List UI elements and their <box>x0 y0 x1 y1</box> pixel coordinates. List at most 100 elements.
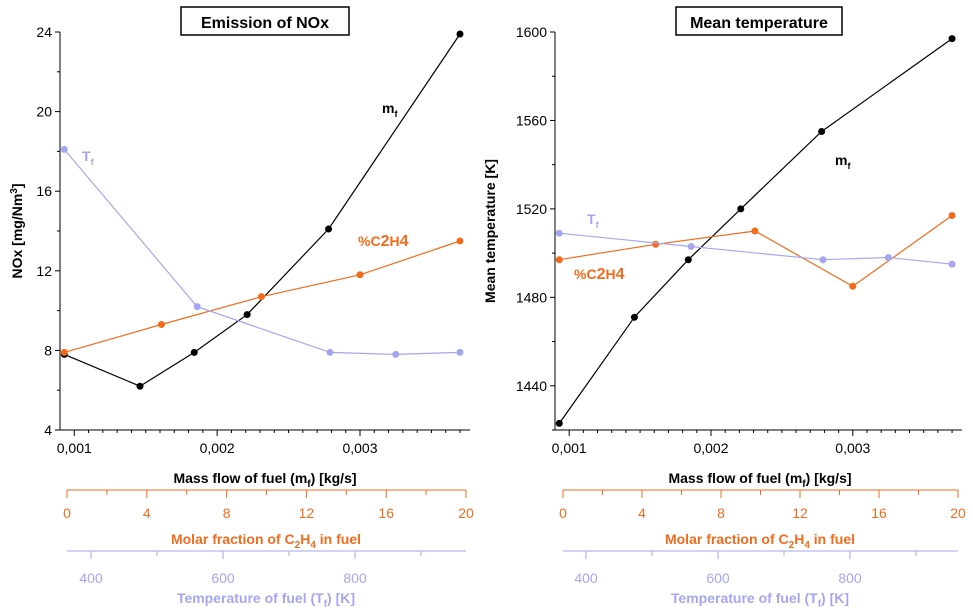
data-point-%C2H4 <box>157 321 165 329</box>
data-point-mf <box>684 256 692 264</box>
data-point-%C2H4 <box>456 237 464 245</box>
c2h4-tick-label: 12 <box>792 505 808 521</box>
c2h4-tick-label: 0 <box>63 505 71 521</box>
c2h4-tick-label: 4 <box>638 505 646 521</box>
series-line-Tf <box>63 149 461 356</box>
series-label-%C2H4: %C2H4 <box>358 233 409 250</box>
data-point-mf <box>948 35 956 43</box>
y-tick-label: 12 <box>36 263 52 279</box>
tf-tick-label: 400 <box>574 570 598 586</box>
data-point-mf <box>325 225 333 233</box>
tf-tick-label: 600 <box>211 570 235 586</box>
tf-tick-label: 800 <box>838 570 862 586</box>
data-point-%C2H4 <box>652 240 660 248</box>
data-point-Tf <box>555 229 563 237</box>
data-point-Tf <box>948 260 956 268</box>
c2h4-tick-label: 20 <box>950 505 966 521</box>
tf-axis-left: 400 600 800 <box>67 550 466 586</box>
x-tick-label: 0,003 <box>342 440 377 456</box>
series-line-mf <box>64 33 461 387</box>
x-axis-label-c2h4: Molar fraction of C2H4 in fuel <box>171 531 361 551</box>
y-axis-label-main: NOx [mg/Nm <box>9 194 25 279</box>
c2h4-tick-label: 0 <box>559 505 567 521</box>
chart-title: Emission of NOx <box>201 15 329 32</box>
x-axis-label-tf: Temperature of fuel (Tf) [K] <box>671 590 849 609</box>
series-line-Tf <box>559 232 953 265</box>
tf-tick-label: 600 <box>706 570 730 586</box>
chart-title-box <box>180 6 350 36</box>
tf-tick-label: 400 <box>79 570 103 586</box>
c2h4-axis-right: 0 4 8 12 16 20 <box>559 489 966 521</box>
c2h4-tick-label: 8 <box>223 505 231 521</box>
x-tick-label: 0,003 <box>835 440 870 456</box>
x-axis-label-tf: Temperature of fuel (Tf) [K] <box>177 590 355 609</box>
plot-area-temperature: 1440 1480 1520 1560 1600 0,001 0,002 0,003 mf %C2… <box>516 24 962 456</box>
data-point-mf <box>818 128 826 135</box>
y-axis-label-sup: 3 <box>9 188 20 194</box>
c2h4-tick-label: 16 <box>871 505 887 521</box>
x-axis-label-mf: Mass flow of fuel (mf) [kg/s] <box>668 470 851 490</box>
y-tick-label: 16 <box>36 183 52 199</box>
c2h4-tick-label: 20 <box>458 505 474 521</box>
c2h4-tick-label: 8 <box>717 505 725 521</box>
x-tick-label: 0,002 <box>200 440 235 456</box>
series-label-%C2H4: %C2H4 <box>574 266 625 283</box>
y-tick-label: 20 <box>36 104 52 120</box>
series-label-Tf: Tf <box>587 211 600 230</box>
series-label-mf: mf <box>382 100 398 119</box>
data-point-Tf <box>456 348 464 356</box>
data-point-Tf <box>819 256 827 264</box>
data-point-mf <box>190 348 198 356</box>
series-line-mf <box>558 38 953 424</box>
data-point-Tf <box>60 145 68 153</box>
data-point-mf <box>456 30 464 38</box>
y-tick-label: 1480 <box>516 289 547 305</box>
chart-temperature: Mean temperature 1440 1480 1520 1560 1600 0,0… <box>482 6 966 610</box>
data-point-%C2H4 <box>849 282 857 290</box>
y-axis-label-temperature: Mean temperature [K] <box>482 159 498 303</box>
y-tick-label: 4 <box>44 422 52 438</box>
x-axis-label-c2h4: Molar fraction of C2H4 in fuel <box>665 531 855 551</box>
data-point-mf <box>136 382 144 390</box>
series-label-Tf: Tf <box>82 148 95 167</box>
data-point-mf <box>555 419 563 427</box>
c2h4-tick-label: 12 <box>299 505 315 521</box>
y-tick-label: 1440 <box>516 378 547 394</box>
data-point-mf <box>737 205 745 213</box>
y-tick-label: 1600 <box>516 24 547 40</box>
c2h4-axis-left: 0 4 8 12 16 20 <box>63 489 474 521</box>
data-point-%C2H4 <box>751 227 759 235</box>
data-point-Tf <box>193 303 201 311</box>
data-point-%C2H4 <box>555 256 563 264</box>
x-tick-label: 0,001 <box>552 440 587 456</box>
y-tick-label: 1520 <box>516 201 547 217</box>
data-point-Tf <box>884 254 892 262</box>
chart-nox: Emission of NOx 4 8 12 16 20 24 0,001 0,002 0,00… <box>9 6 474 610</box>
plot-area-nox: 4 8 12 16 20 24 0,001 0,002 0,003 mf %C2H4 Tf <box>36 24 470 456</box>
y-tick-label: 24 <box>36 24 52 40</box>
data-point-%C2H4 <box>60 348 68 356</box>
data-point-Tf <box>326 348 334 356</box>
tf-axis-right: 400 600 800 <box>563 550 958 586</box>
data-point-%C2H4 <box>257 293 265 301</box>
chart-title-box <box>675 6 843 36</box>
data-point-Tf <box>392 350 400 358</box>
data-point-mf <box>243 311 251 319</box>
c2h4-tick-label: 4 <box>143 505 151 521</box>
x-axis-label-mf: Mass flow of fuel (mf) [kg/s] <box>173 470 356 490</box>
x-tick-label: 0,002 <box>693 440 728 456</box>
y-axis-label-close: ] <box>9 183 25 188</box>
y-tick-label: 8 <box>44 342 52 358</box>
c2h4-tick-label: 16 <box>378 505 394 521</box>
data-point-%C2H4 <box>356 271 364 279</box>
data-point-Tf <box>687 242 695 250</box>
data-point-mf <box>630 313 638 321</box>
series-label-mf: mf <box>835 152 851 171</box>
chart-title: Mean temperature <box>690 15 828 32</box>
x-tick-label: 0,001 <box>57 440 92 456</box>
tf-tick-label: 800 <box>343 570 367 586</box>
y-axis-label-nox: NOx [mg/Nm3] <box>9 183 25 278</box>
y-tick-label: 1560 <box>516 112 547 128</box>
data-point-%C2H4 <box>948 212 956 220</box>
